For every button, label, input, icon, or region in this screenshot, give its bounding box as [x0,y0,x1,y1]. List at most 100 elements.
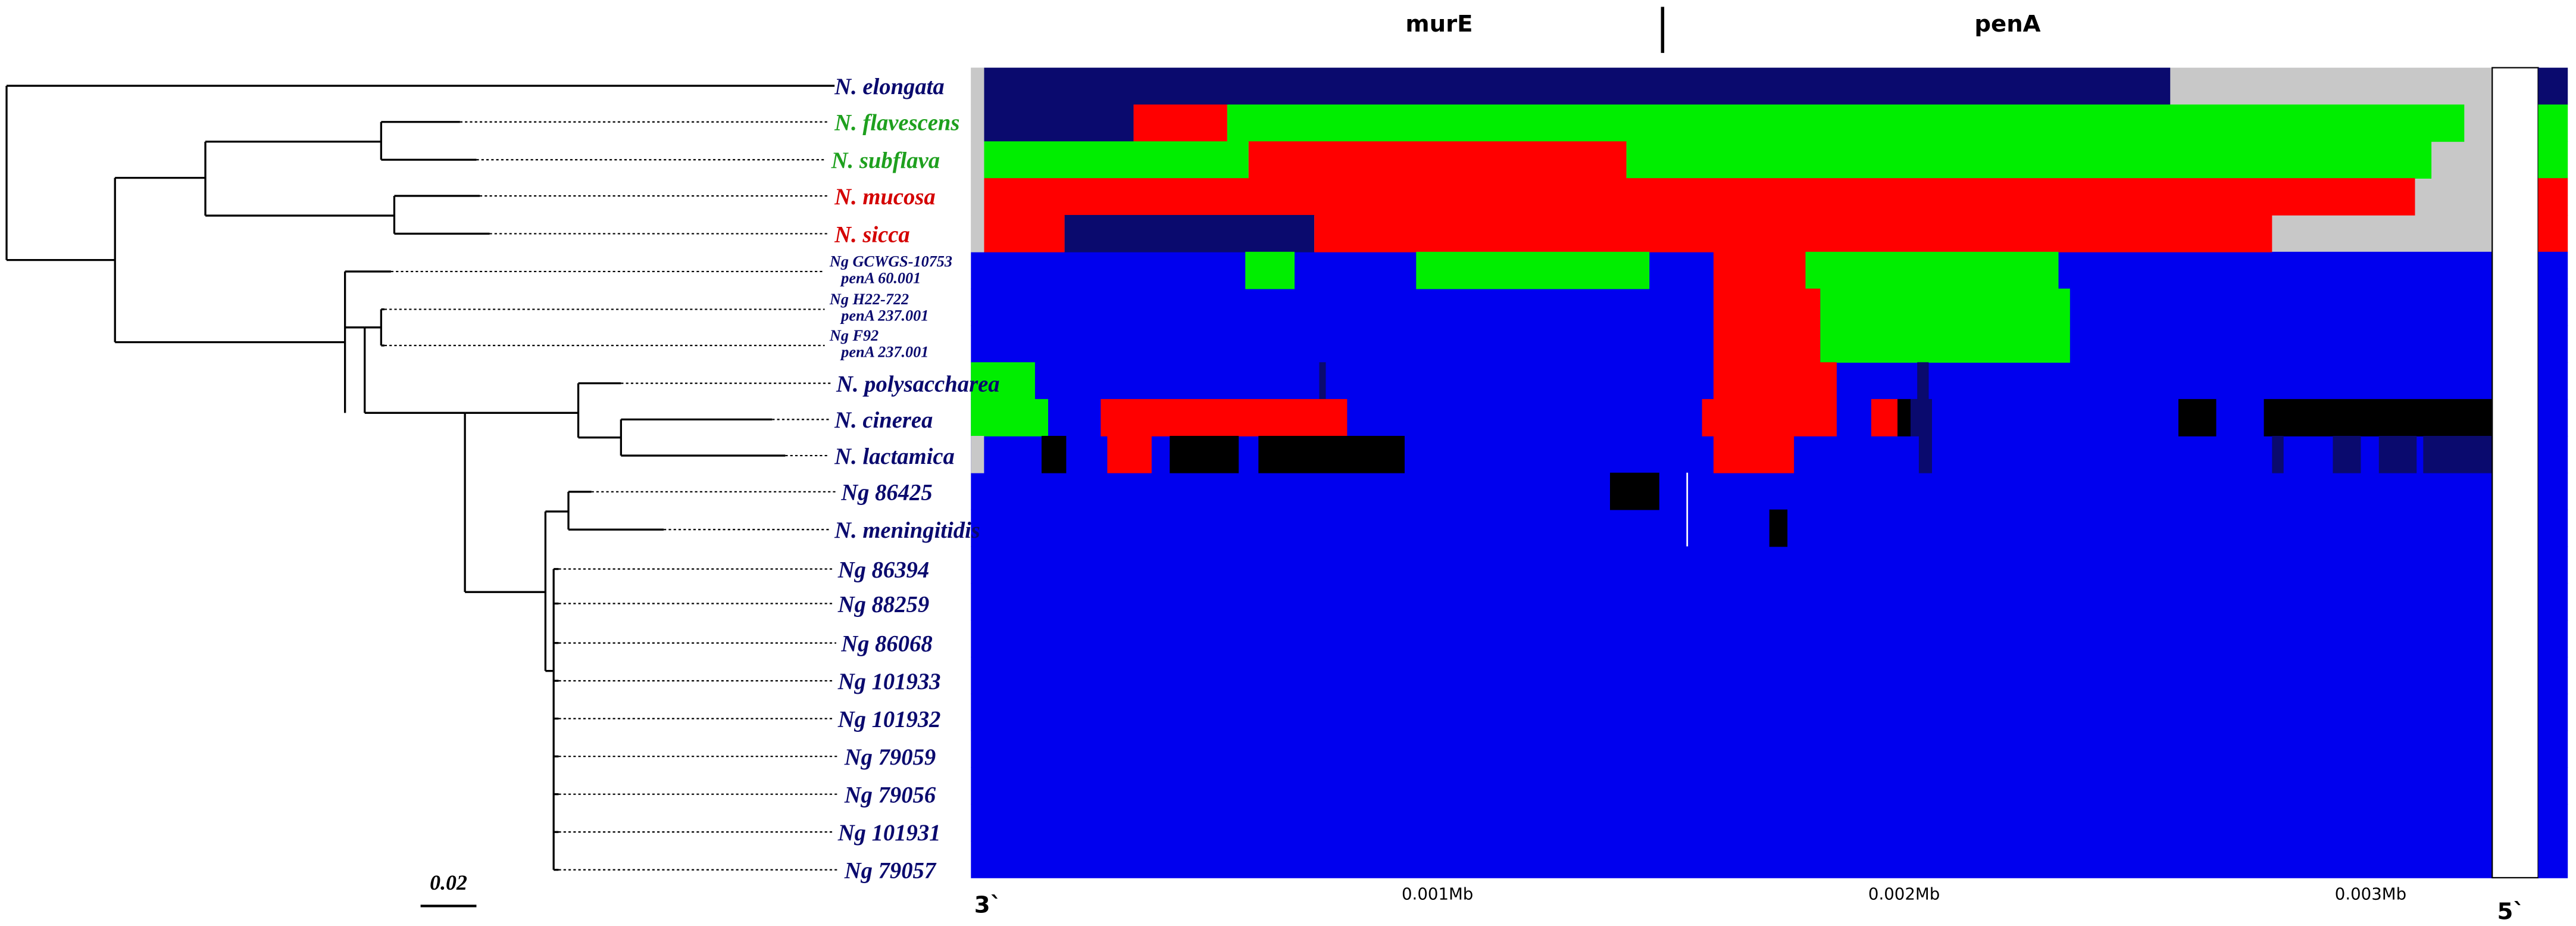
alignment-row [971,804,2493,841]
recombination-block [1626,141,2432,179]
recombination-block [984,214,1065,252]
recombination-block [1248,141,1627,179]
taxon-label: N. flavescens [834,111,959,136]
recombination-block [1713,362,1837,400]
side-strip [2538,362,2568,400]
taxon-label: N. subflava [831,148,940,173]
side-strip [2538,693,2568,731]
side-strip [2538,251,2568,289]
recombination-block [971,362,1035,400]
taxon-label: Ng 86425 [840,481,932,506]
recombination-block [984,141,1249,179]
alignment-row [971,767,2493,805]
taxon-label: Ng F92 [829,327,879,344]
position-tick: 0.002Mb [1868,884,1940,903]
taxon-label: Ng 79059 [844,745,936,770]
taxon-label: N. elongata [834,74,945,99]
recombination-block [2378,435,2417,473]
recombination-block [1258,435,1405,473]
taxon-label: Ng GCWGS-10753 [829,253,952,270]
recombination-block [1871,399,1898,437]
side-strip [2538,767,2568,805]
taxon-label: penA 60.001 [840,269,921,286]
recombination-block [2264,399,2493,437]
gap-column [2491,67,2539,879]
alignment-row [971,620,2493,657]
side-strip [2538,104,2568,142]
position-tick: 0.003Mb [2335,884,2406,903]
position-tick: 0.001Mb [1402,884,1473,903]
alignment-row [971,730,2493,768]
recombination-block [1101,399,1348,437]
recombination-block [1064,214,1315,252]
alignment-row [971,509,2493,547]
recombination-block [1416,251,1650,289]
edge-strip [971,67,984,105]
recombination-block [971,435,984,473]
side-strip [2538,583,2568,621]
taxon-label: Ng 86068 [840,632,932,657]
taxon-label: N. sicca [834,222,910,247]
recombination-block [984,178,2415,216]
side-strip [2538,214,2568,252]
recombination-block [1702,399,1837,437]
side-strip [2538,399,2568,437]
recombination-block [971,399,1049,437]
recombination-block [1713,251,1806,289]
alignment-row [971,546,2493,584]
taxon-label: Ng 79056 [844,782,936,807]
side-strip [2538,841,2568,878]
side-strip [2538,325,2568,363]
recombination-block [1245,251,1295,289]
taxon-label: N. cinerea [834,408,933,433]
edge-strip [971,141,984,179]
recombination-block [1713,435,1795,473]
alignment-row [971,841,2493,878]
scale-label: 0.02 [430,871,467,894]
taxon-label: Ng 101933 [837,669,941,694]
side-strip [2538,67,2568,105]
recombination-block [984,67,2171,105]
side-strip [2538,288,2568,326]
side-strip [2538,435,2568,473]
recombination-block [984,104,1134,142]
recombination-block [1107,435,1152,473]
taxon-label: Ng 88259 [837,592,929,617]
recombination-block [1917,362,1929,400]
recombination-block [1170,435,1239,473]
gene-label: penA [1974,11,2040,38]
taxon-label: Ng H22-722 [829,291,909,308]
recombination-block [1911,399,1932,437]
taxon-label: N. mucosa [834,185,936,210]
recombination-block [1820,288,2070,326]
recombination-block [1319,362,1326,400]
recombination-block [1713,288,1821,326]
recombination-block [1897,399,1911,437]
side-strip [2538,509,2568,547]
recombination-block [1227,104,2465,142]
recombination-block [1820,325,2070,363]
side-strip [2538,141,2568,179]
recombination-block [2178,399,2217,437]
side-strip [2538,656,2568,694]
recombination-block [2423,435,2493,473]
recombination-block [1805,251,2059,289]
start-label: 3` [974,891,1002,918]
alignment-row [971,693,2493,731]
edge-strip [971,178,984,216]
gene-label: murE [1405,11,1473,38]
recombination-block [1314,214,2272,252]
taxon-label: Ng 101931 [837,821,941,846]
end-label: 5` [2497,898,2525,925]
side-strip [2538,620,2568,657]
edge-strip [971,104,984,142]
recombination-block [1769,509,1788,547]
taxon-label: penA 237.001 [840,343,929,360]
alignment-row [971,656,2493,694]
side-strip [2538,178,2568,216]
side-strip [2538,546,2568,584]
recombination-block [1918,435,1932,473]
alignment-row [971,472,2493,510]
taxon-label: Ng 86394 [837,557,929,582]
